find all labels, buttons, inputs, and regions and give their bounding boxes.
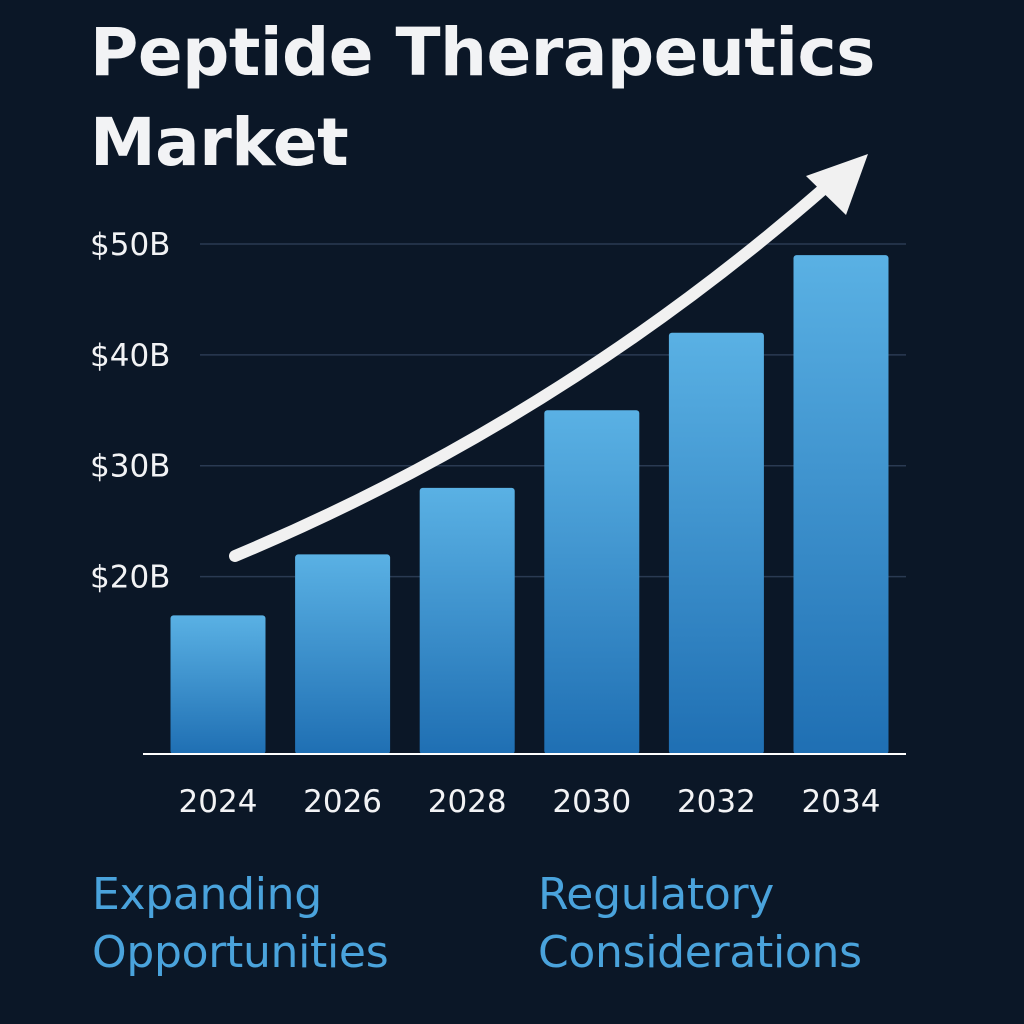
bars [170, 255, 889, 754]
x-tick-label-2024: 2024 [179, 784, 258, 820]
x-tick-label-2026: 2026 [303, 784, 382, 820]
chart-title-line-1: Peptide Therapeutics [90, 14, 875, 91]
trend-arrow-head [806, 154, 868, 215]
x-tick-label-2030: 2030 [552, 784, 631, 820]
bar-2026 [295, 554, 391, 754]
chart-title: Peptide Therapeutics Market [90, 8, 950, 188]
x-axis-tick-labels: 2024 2026 2028 2030 2032 2034 [179, 784, 881, 820]
bar-2034 [793, 255, 889, 754]
footer-right-line-1: Regulatory [538, 869, 774, 920]
x-tick-label-2034: 2034 [802, 784, 881, 820]
trend-arrow-shaft [229, 179, 834, 562]
y-axis-tick-labels: $20B $30B $40B $50B [90, 227, 170, 596]
footer-right-line-2: Considerations [538, 927, 862, 978]
y-tick-label-2: $40B [90, 338, 170, 374]
footer-regulatory-considerations: Regulatory Considerations [538, 866, 862, 982]
y-tick-label-1: $30B [90, 449, 170, 485]
bar-2032 [668, 332, 764, 754]
x-tick-label-2028: 2028 [428, 784, 507, 820]
footer-expanding-opportunities: Expanding Opportunities [92, 866, 389, 982]
trend-arrow [229, 154, 868, 562]
footer-left-line-2: Opportunities [92, 927, 389, 978]
bar-2028 [419, 487, 515, 754]
chart-title-line-2: Market [90, 104, 349, 181]
bar-2024 [170, 615, 266, 754]
bar-2030 [544, 410, 640, 754]
footer-left-line-1: Expanding [92, 869, 322, 920]
y-tick-label-0: $20B [90, 560, 170, 596]
x-tick-label-2032: 2032 [677, 784, 756, 820]
y-tick-label-3: $50B [90, 227, 170, 263]
